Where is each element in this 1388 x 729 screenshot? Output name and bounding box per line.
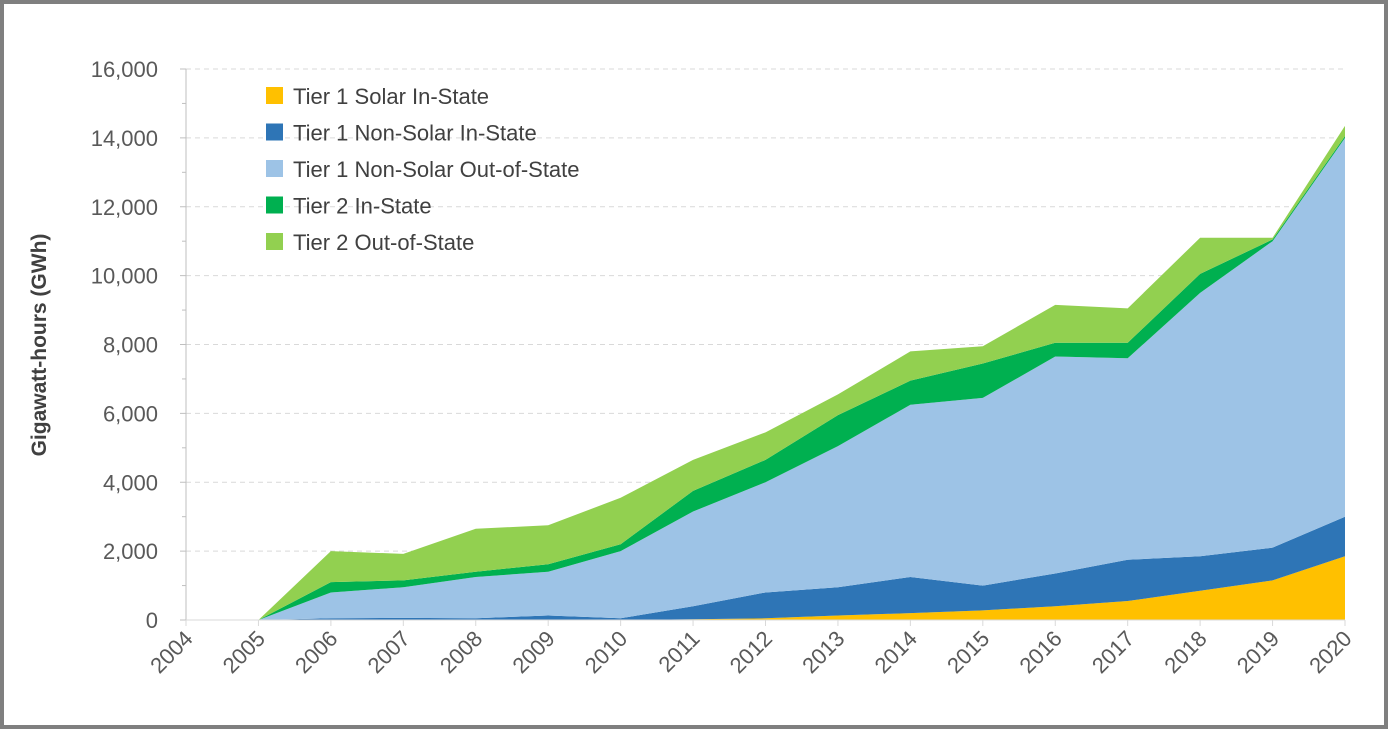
legend-swatch [266, 160, 283, 177]
x-tick-label: 2019 [1232, 626, 1284, 678]
y-tick-label: 6,000 [103, 401, 158, 426]
x-tick-label: 2005 [218, 626, 270, 678]
x-tick-label: 2020 [1304, 626, 1356, 678]
legend-item: Tier 1 Non-Solar In-State [266, 121, 537, 146]
x-tick-label: 2010 [580, 626, 632, 678]
x-tick-label: 2007 [363, 626, 415, 678]
legend-item: Tier 1 Solar In-State [266, 84, 489, 109]
y-tick-label: 16,000 [91, 57, 158, 82]
x-tick-label: 2012 [725, 626, 777, 678]
x-tick-label: 2008 [435, 626, 487, 678]
x-tick-label: 2016 [1014, 626, 1066, 678]
y-tick-label: 4,000 [103, 470, 158, 495]
legend-swatch [266, 196, 283, 214]
y-tick-label: 2,000 [103, 539, 158, 564]
y-tick-label: 12,000 [91, 195, 158, 220]
legend-swatch [266, 233, 283, 250]
legend-swatch [266, 87, 283, 104]
legend-label: Tier 1 Non-Solar Out-of-State [293, 157, 580, 182]
x-tick-label: 2018 [1159, 626, 1211, 678]
area-tier-1-solar-in-state [186, 556, 1345, 620]
y-tick-label: 14,000 [91, 126, 158, 151]
legend-item: Tier 2 Out-of-State [266, 230, 474, 255]
area-tier-1-non-solar-out-of-state [186, 137, 1345, 620]
y-tick-label: 10,000 [91, 264, 158, 289]
area-tier-1-non-solar-in-state [186, 516, 1345, 620]
legend-item: Tier 1 Non-Solar Out-of-State [266, 157, 580, 182]
x-tick-label: 2004 [145, 626, 197, 678]
y-tick-label: 0 [146, 608, 158, 633]
x-tick-label: 2015 [942, 626, 994, 678]
legend-label: Tier 2 In-State [293, 194, 432, 219]
x-tick-label: 2011 [653, 626, 704, 677]
legend-label: Tier 2 Out-of-State [293, 230, 474, 255]
x-tick-label: 2017 [1087, 626, 1139, 678]
x-tick-label: 2006 [290, 626, 342, 678]
legend-item: Tier 2 In-State [266, 194, 432, 219]
x-tick-label: 2009 [507, 626, 559, 678]
y-axis-title: Gigawatt-hours (GWh) [28, 234, 51, 457]
legend-label: Tier 1 Solar In-State [293, 84, 489, 109]
legend-label: Tier 1 Non-Solar In-State [293, 121, 537, 146]
x-tick-label: 2013 [797, 626, 849, 678]
x-tick-label: 2014 [870, 626, 922, 678]
y-tick-label: 8,000 [103, 333, 158, 358]
legend-swatch [266, 123, 283, 141]
